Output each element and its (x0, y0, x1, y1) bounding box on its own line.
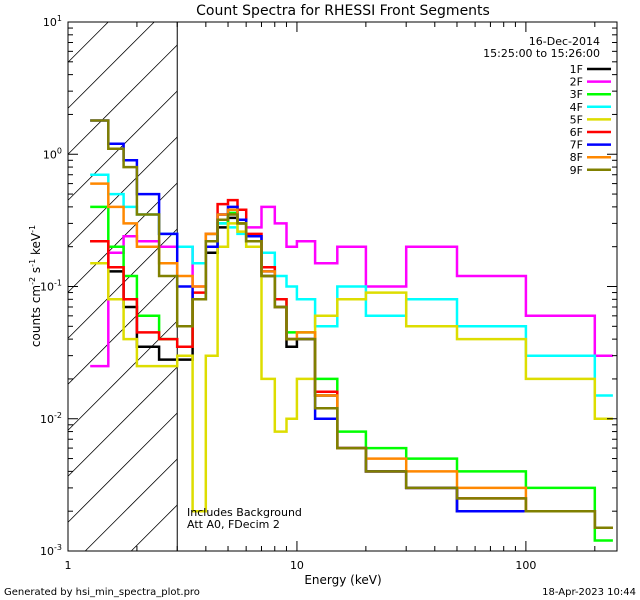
x-axis-label: Energy (keV) (304, 573, 381, 587)
hatch-line (67, 136, 178, 247)
y-tick-label: 10-1 (40, 279, 62, 294)
hatch-line (130, 504, 178, 552)
legend-label-1f: 1F (570, 63, 583, 76)
hatch-line (84, 458, 178, 552)
y-tick-label: 10-3 (40, 543, 62, 558)
legend-label-4f: 4F (570, 101, 583, 114)
series-line-9f (90, 119, 613, 529)
hatch-line (67, 21, 109, 63)
chart-title: Count Spectra for RHESSI Front Segments (196, 3, 490, 19)
x-axis: 1 10 100 (65, 22, 596, 572)
legend-label-3f: 3F (570, 88, 583, 101)
hatch-line (67, 412, 178, 523)
legend-label-7f: 7F (570, 139, 583, 152)
generated-by-label: Generated by hsi_min_spectra_plot.pro (4, 587, 200, 598)
legend-label-5f: 5F (570, 113, 583, 126)
legend-label-2f: 2F (570, 76, 583, 89)
x-tick-label: 100 (515, 559, 536, 572)
x-tick-label: 10 (290, 559, 304, 572)
annotation-background: Includes Background (187, 506, 302, 519)
y-axis-label: counts cm-2 s-1 keV-1 (28, 225, 43, 347)
y-tick-label: 100 (43, 146, 62, 161)
legend-label-8f: 8F (570, 151, 583, 164)
x-tick-label: 1 (65, 559, 72, 572)
time-range-label: 15:25:00 to 15:26:00 (483, 47, 600, 60)
annotation-attenuator: Att A0, FDecim 2 (187, 518, 280, 531)
timestamp-label: 18-Apr-2023 10:44 (542, 587, 636, 598)
legend-label-6f: 6F (570, 126, 583, 139)
hatch-line (67, 21, 155, 109)
legend-label-9f: 9F (570, 164, 583, 177)
hatch-line (67, 44, 178, 155)
y-axis: 10-3 10-2 10-1 100 101 (40, 14, 617, 558)
series-lines (90, 119, 613, 542)
date-label: 16-Dec-2014 (529, 35, 600, 48)
hatch-line (67, 366, 178, 477)
y-tick-label: 10-2 (40, 411, 62, 426)
y-tick-label: 101 (43, 14, 62, 29)
